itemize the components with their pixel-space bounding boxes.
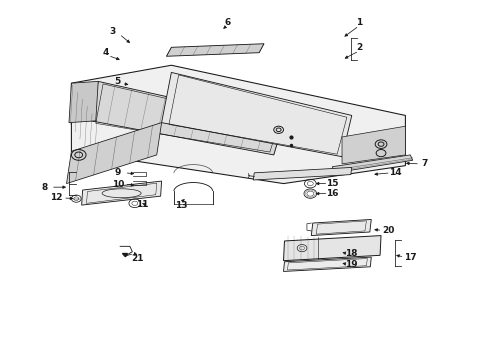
Polygon shape: [81, 181, 161, 205]
Polygon shape: [331, 155, 412, 173]
Polygon shape: [91, 81, 283, 155]
Polygon shape: [122, 253, 127, 257]
Text: 19: 19: [345, 260, 357, 269]
Polygon shape: [71, 65, 405, 184]
Polygon shape: [283, 235, 380, 261]
Polygon shape: [341, 126, 405, 164]
Text: 1: 1: [355, 18, 362, 27]
Text: 4: 4: [102, 48, 108, 57]
Text: 8: 8: [41, 183, 48, 192]
Text: 20: 20: [382, 226, 394, 235]
Text: 17: 17: [403, 253, 416, 262]
Polygon shape: [66, 123, 161, 184]
Text: 13: 13: [175, 201, 187, 210]
Text: 3: 3: [109, 27, 116, 36]
Text: 16: 16: [325, 189, 338, 198]
Polygon shape: [311, 220, 370, 235]
Text: 6: 6: [224, 18, 230, 27]
Text: 21: 21: [131, 255, 143, 264]
Text: 12: 12: [50, 193, 63, 202]
Polygon shape: [161, 72, 351, 157]
Text: 11: 11: [136, 200, 148, 209]
Text: 18: 18: [345, 249, 357, 258]
Polygon shape: [283, 257, 370, 271]
Text: 7: 7: [421, 159, 427, 168]
Polygon shape: [253, 167, 351, 180]
Polygon shape: [166, 44, 264, 56]
Text: 14: 14: [388, 168, 401, 177]
Text: 9: 9: [114, 168, 121, 177]
Polygon shape: [69, 81, 98, 123]
Text: 2: 2: [355, 43, 362, 52]
Text: 10: 10: [111, 180, 123, 189]
Text: 5: 5: [114, 77, 121, 86]
Text: 15: 15: [325, 179, 338, 188]
